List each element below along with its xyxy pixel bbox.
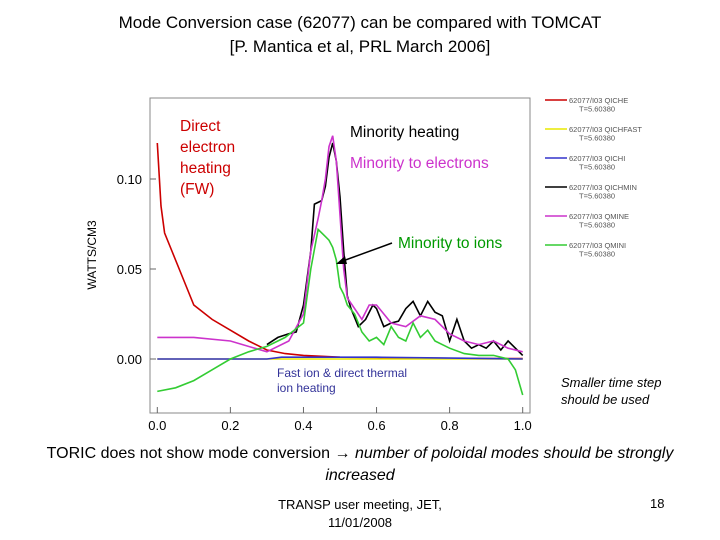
legend-label: 62077/I03 QMINI [569,241,626,250]
annotation-minority-ions: Minority to ions [398,235,503,252]
minority-ions-arrow [339,242,393,263]
series-line-5 [157,227,524,396]
x-tick-label: 0.4 [294,418,312,433]
x-tick-label: 0.8 [441,418,459,433]
legend-sublabel: T=5.60380 [579,192,615,201]
x-tick-label: 0.6 [367,418,385,433]
y-tick-label: 0.05 [117,262,142,277]
y-tick-label: 0.10 [117,172,142,187]
annotation-direct-electron: Direct electron heating (FW) [180,118,236,198]
footer: TRANSP user meeting, JET, 11/01/2008 [278,497,442,530]
legend-sublabel: T=5.60380 [579,134,615,143]
arrow-head-icon [336,256,347,264]
y-axis-title: WATTS/CM3 [85,220,99,290]
x-tick-label: 0.0 [148,418,166,433]
x-tick-label: 1.0 [514,418,532,433]
series-layer [156,135,524,396]
annotation-minority-heating: Minority heating [350,124,460,141]
legend-label: 62077/I03 QICHFAST [569,125,642,134]
legend-label: 62077/I03 QICHMIN [569,183,637,192]
annotation-smaller-step: Smaller time step should be used [561,375,662,407]
tick-layer: 0.0 0.2 0.4 0.6 0.8 1.0 0.00 0.05 0.10 [117,172,532,433]
slide-title-line-2: [P. Mantica et al, PRL March 2006] [229,37,491,56]
conclusion-line-2: increased [325,467,395,484]
legend-label: 62077/I03 QICHI [569,154,625,163]
legend-sublabel: T=5.60380 [579,163,615,172]
legend-sublabel: T=5.60380 [579,221,615,230]
series-line-4 [157,135,523,353]
page-number: 18 [650,496,665,511]
series-line-3 [266,142,524,356]
legend-label: 62077/I03 QICHE [569,96,628,105]
conclusion-line-1: TORIC does not show mode conversion → nu… [46,445,674,462]
legend-sublabel: T=5.60380 [579,105,615,114]
y-tick-label: 0.00 [117,352,142,367]
series-line-2 [157,356,523,360]
legend-label: 62077/I03 QMINE [569,212,629,221]
legend-sublabel: T=5.60380 [579,250,615,259]
annotation-minority-electrons: Minority to electrons [350,155,489,172]
slide-title-line-1: Mode Conversion case (62077) can be comp… [118,13,602,32]
plot-frame [149,97,531,414]
x-tick-label: 0.2 [221,418,239,433]
annotation-fast-ion: Fast ion & direct thermal ion heating [277,366,408,395]
